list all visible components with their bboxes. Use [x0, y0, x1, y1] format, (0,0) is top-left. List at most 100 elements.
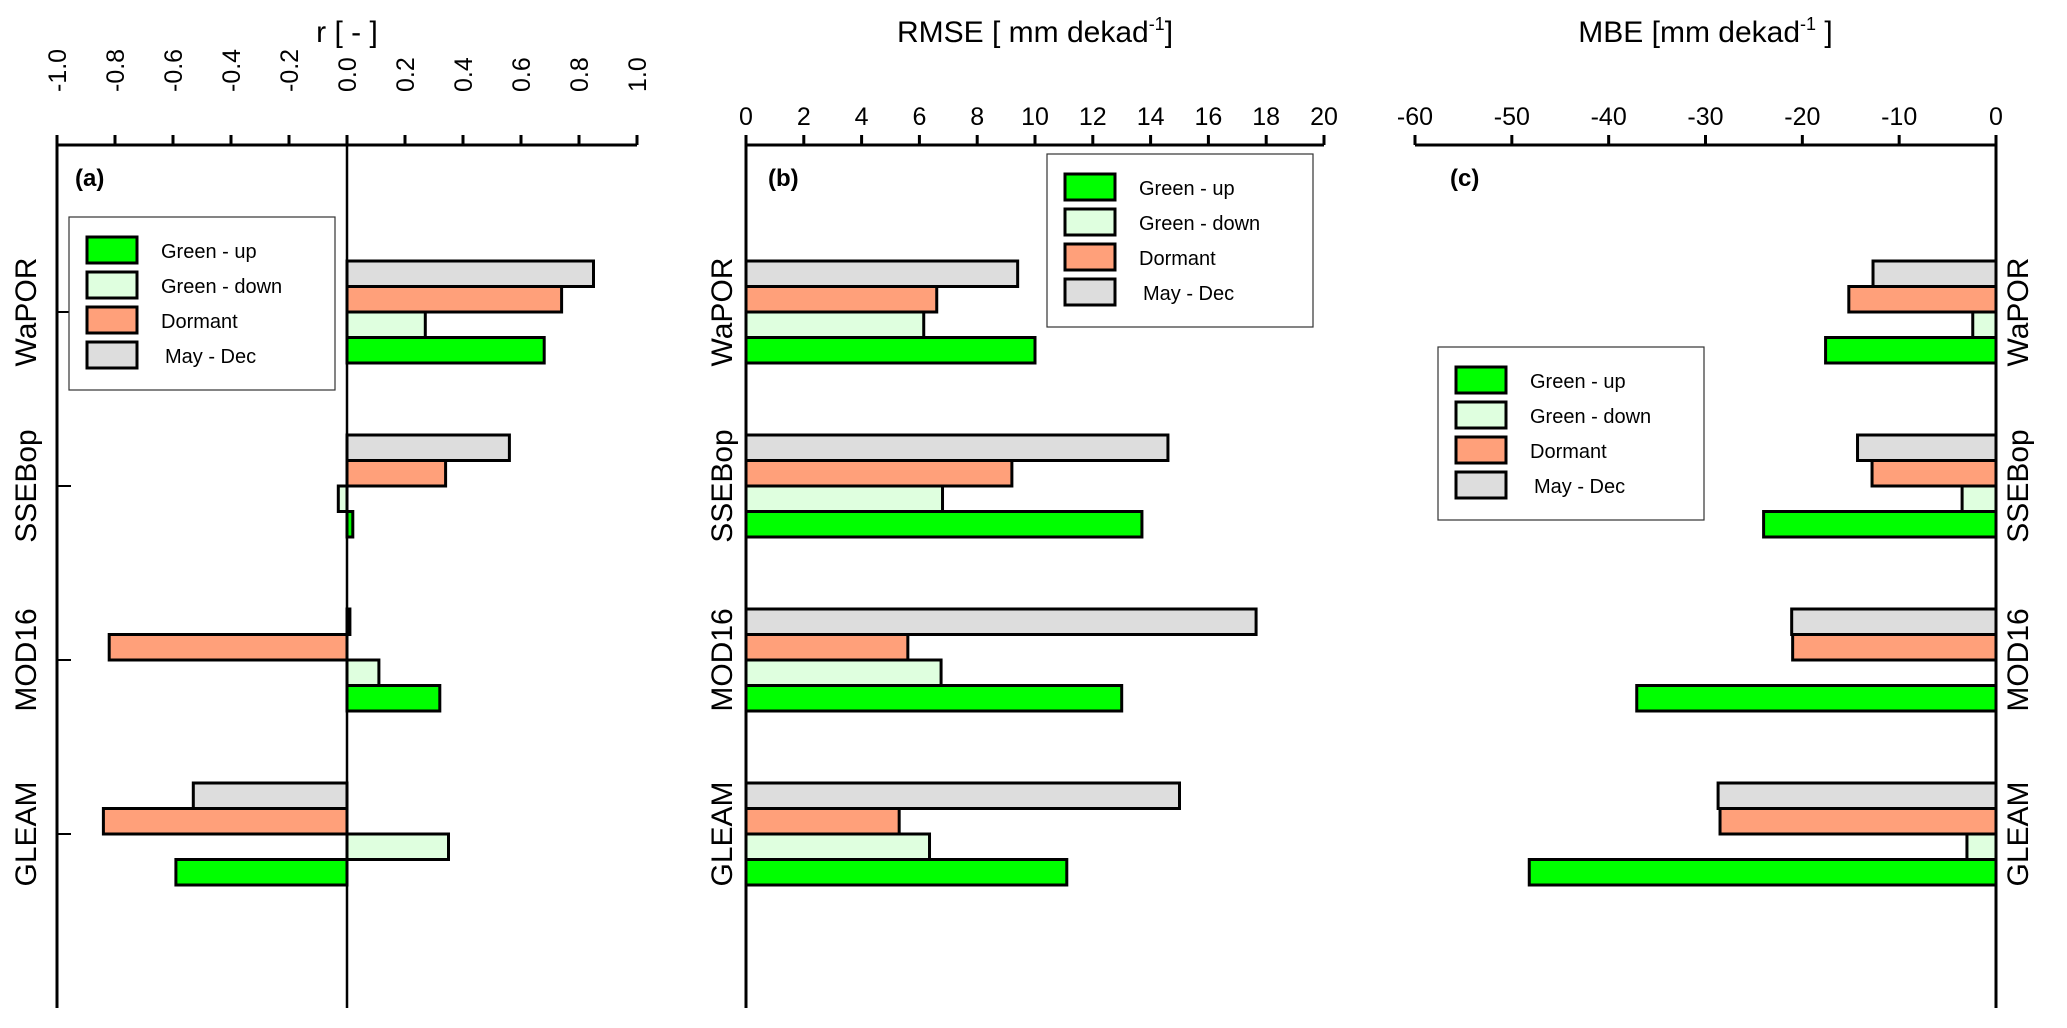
category-label: MOD16	[2002, 608, 2035, 711]
bar-may-dec-ssebop	[345, 433, 511, 462]
legend-swatch	[1063, 242, 1117, 272]
x-tick-label: 0.4	[450, 57, 478, 92]
legend-swatch	[1063, 172, 1117, 202]
x-tick-label: 0.2	[392, 57, 420, 92]
axis-title: RMSE [ mm dekad-1]	[897, 14, 1173, 49]
legend-swatch	[1454, 400, 1508, 430]
bar-green-down-ssebop	[744, 484, 945, 513]
category-label: GLEAM	[10, 781, 43, 886]
legend-label: Green - down	[1530, 406, 1651, 428]
bar-green-down-ssebop	[336, 484, 349, 513]
panel-label: (a)	[75, 165, 104, 192]
bar-green-up-ssebop	[1762, 510, 1998, 539]
legend-swatch	[85, 270, 139, 300]
x-tick-label: -10	[1881, 103, 1917, 131]
bar-green-down-gleam	[744, 832, 932, 861]
legend-swatch	[85, 235, 139, 265]
x-tick-label: -30	[1687, 103, 1723, 131]
x-tick-label: -40	[1591, 103, 1627, 131]
legend-label: Green - down	[1139, 213, 1260, 235]
axis-title: r [ - ]	[316, 16, 378, 49]
bar-dormant-mod16	[1791, 633, 1998, 662]
x-tick-label: 18	[1252, 103, 1280, 131]
legend-label: Green - up	[1139, 178, 1235, 200]
legend-label: May - Dec	[1534, 476, 1625, 498]
bar-may-dec-wapor	[1871, 259, 1998, 288]
x-tick-label: 20	[1310, 103, 1338, 131]
bar-dormant-mod16	[107, 633, 349, 662]
axis-title-end: ]	[1165, 16, 1173, 49]
bar-green-down-ssebop	[1960, 484, 1998, 513]
panel-a: r [ - ] -1.0 -0.8 -0.6 -0.4 -0.2 0.0 0.2 0.4 0.6 0…	[10, 16, 652, 1008]
bar-dormant-wapor	[744, 285, 939, 314]
x-tick-label: 16	[1194, 103, 1222, 131]
x-tick-label: -20	[1784, 103, 1820, 131]
x-tick-label: 0	[1989, 103, 2003, 131]
bar-green-down-gleam	[1965, 832, 1998, 861]
bar-may-dec-wapor	[744, 259, 1020, 288]
panel-label: (b)	[768, 165, 799, 192]
category-label: MOD16	[706, 608, 739, 711]
panel-c: MBE [mm dekad-1 ] -60 -50 -40 -30 -20 -10 0 WaPO…	[1397, 14, 2035, 1008]
bar-green-down-wapor	[744, 310, 926, 339]
bar-dormant-ssebop	[1870, 459, 1998, 488]
x-tick-label: -0.6	[160, 49, 188, 92]
bar-green-down-wapor	[345, 310, 427, 339]
panel-b: RMSE [ mm dekad-1] 0 2 4 6 8 10 12 14 16 18 20 WaPOR…	[706, 14, 1338, 1008]
legend: Green - up Green - down Dormant May - Dec	[1437, 346, 1705, 521]
bar-green-up-wapor	[345, 336, 546, 365]
legend-swatch	[85, 305, 139, 335]
legend-label: Dormant	[161, 311, 238, 333]
bar-dormant-gleam	[101, 807, 349, 836]
x-tick-label: 0.6	[508, 57, 536, 92]
x-tick-label: 1.0	[624, 57, 652, 92]
bar-dormant-gleam	[1718, 807, 1998, 836]
category-label: MOD16	[10, 608, 43, 711]
bar-may-dec-mod16	[1790, 607, 1998, 636]
legend-label: Green - down	[161, 276, 282, 298]
legend-swatch	[1454, 470, 1508, 500]
axis-title-text: r [ - ]	[316, 16, 378, 49]
bar-dormant-gleam	[744, 807, 901, 836]
legend-label: Green - up	[161, 241, 257, 263]
bar-green-up-mod16	[744, 684, 1124, 713]
axis-title-text: MBE [mm dekad	[1578, 16, 1800, 49]
axis-title-end: ]	[1816, 16, 1833, 49]
x-tick-label: 10	[1021, 103, 1049, 131]
category-label: SSEBop	[10, 429, 43, 542]
bar-green-up-ssebop	[744, 510, 1144, 539]
bar-dormant-wapor	[345, 285, 564, 314]
bar-green-down-mod16	[345, 658, 381, 687]
bar-dormant-wapor	[1847, 285, 1998, 314]
x-tick-label: -60	[1397, 103, 1433, 131]
x-tick-label: -0.8	[102, 49, 130, 92]
bar-green-up-gleam	[174, 858, 349, 887]
x-tick-label: -1.0	[44, 49, 72, 92]
x-tick-label: 0.0	[334, 57, 362, 92]
bar-may-dec-gleam	[1716, 781, 1998, 810]
x-tick-label: 12	[1079, 103, 1107, 131]
bar-may-dec-gleam	[191, 781, 349, 810]
bar-may-dec-gleam	[744, 781, 1181, 810]
legend-label: Dormant	[1139, 248, 1216, 270]
x-tick-label: 6	[912, 103, 926, 131]
x-tick-label: 14	[1137, 103, 1165, 131]
bar-dormant-mod16	[744, 633, 910, 662]
bar-green-up-gleam	[1527, 858, 1998, 887]
bar-may-dec-ssebop	[1856, 433, 1998, 462]
bar-green-up-mod16	[345, 684, 442, 713]
panel-label: (c)	[1450, 165, 1479, 192]
legend-swatch	[1454, 435, 1508, 465]
bar-green-down-gleam	[345, 832, 450, 861]
category-label: GLEAM	[2002, 781, 2035, 886]
legend-swatch	[1063, 277, 1117, 307]
axis-title: MBE [mm dekad-1 ]	[1578, 14, 1832, 49]
bar-green-up-mod16	[1635, 684, 1998, 713]
bar-may-dec-ssebop	[744, 433, 1170, 462]
legend-label: Dormant	[1530, 441, 1607, 463]
category-label: GLEAM	[706, 781, 739, 886]
bar-green-down-mod16	[744, 658, 943, 687]
category-label: SSEBop	[706, 429, 739, 542]
legend-label: May - Dec	[1143, 283, 1234, 305]
